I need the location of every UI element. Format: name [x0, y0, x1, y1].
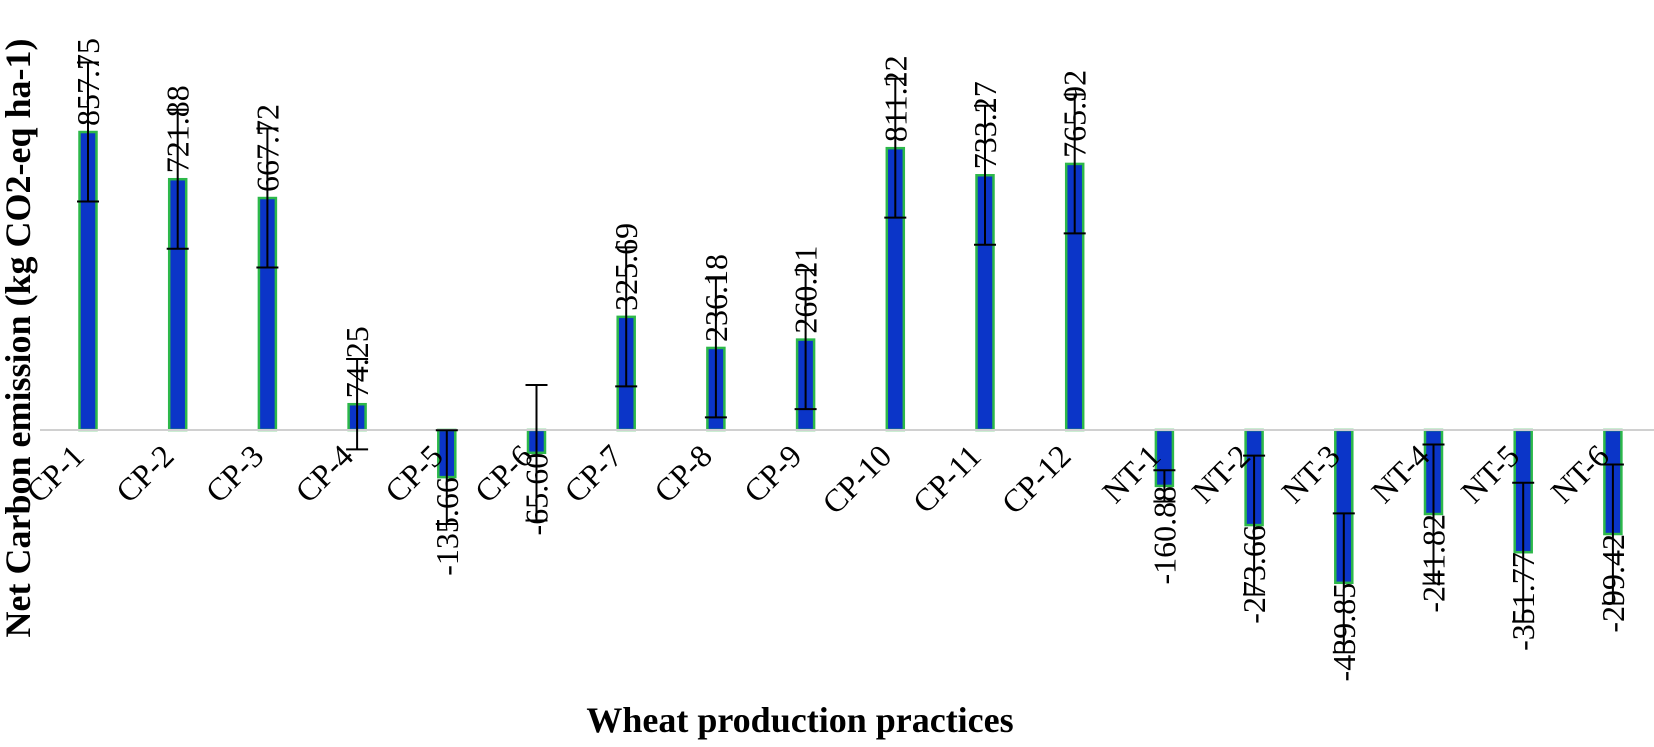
data-label-cp-10: 811.22 [877, 55, 913, 142]
data-label-cp-3: 667.72 [249, 104, 285, 192]
data-label-cp-4: 74.25 [339, 326, 375, 398]
x-tick-cp-9: CP-9 [737, 437, 809, 509]
x-axis-title: Wheat production practices [586, 700, 1013, 740]
x-tick-cp-4: CP-4 [288, 437, 360, 509]
data-label-nt-5: -351.77 [1505, 552, 1541, 651]
x-tick-cp-7: CP-7 [557, 437, 629, 509]
data-label-cp-6: -65.60 [519, 453, 555, 536]
data-label-nt-1: -160.88 [1146, 486, 1182, 585]
data-label-cp-1: 857.75 [70, 38, 106, 126]
data-label-nt-2: -273.66 [1236, 525, 1272, 624]
x-tick-labels: CP-1 CP-2 CP-3 CP-4 CP-5 CP-6 CP-7 CP-8 CP-9 CP-1… [19, 437, 1616, 520]
data-labels: 857.75 721.88 667.72 74.25 -135.66 -65.60 325.… [70, 38, 1631, 681]
data-label-cp-11: 733.27 [967, 81, 1003, 169]
x-tick-cp-8: CP-8 [647, 437, 719, 509]
data-label-nt-3: -439.85 [1326, 583, 1362, 682]
data-label-cp-9: 260.21 [788, 246, 824, 334]
y-axis-title: Net Carbon emission (kg CO2-eq ha-1) [0, 39, 38, 638]
x-tick-cp-3: CP-3 [198, 437, 270, 509]
data-label-cp-7: 325.69 [608, 223, 644, 311]
x-tick-cp-10: CP-10 [815, 437, 898, 520]
bars-layer [78, 130, 1623, 585]
data-label-nt-6: -299.42 [1595, 534, 1631, 633]
error-bars-layer [77, 61, 1624, 654]
data-label-cp-8: 236.18 [698, 254, 734, 342]
x-tick-cp-11: CP-11 [905, 437, 987, 519]
data-label-cp-5: -135.66 [429, 477, 465, 576]
x-tick-cp-2: CP-2 [109, 437, 181, 509]
data-label-nt-4: -241.82 [1416, 514, 1452, 613]
data-label-cp-2: 721.88 [160, 85, 196, 173]
x-tick-cp-12: CP-12 [994, 437, 1077, 520]
data-label-cp-12: 765.92 [1057, 70, 1093, 158]
